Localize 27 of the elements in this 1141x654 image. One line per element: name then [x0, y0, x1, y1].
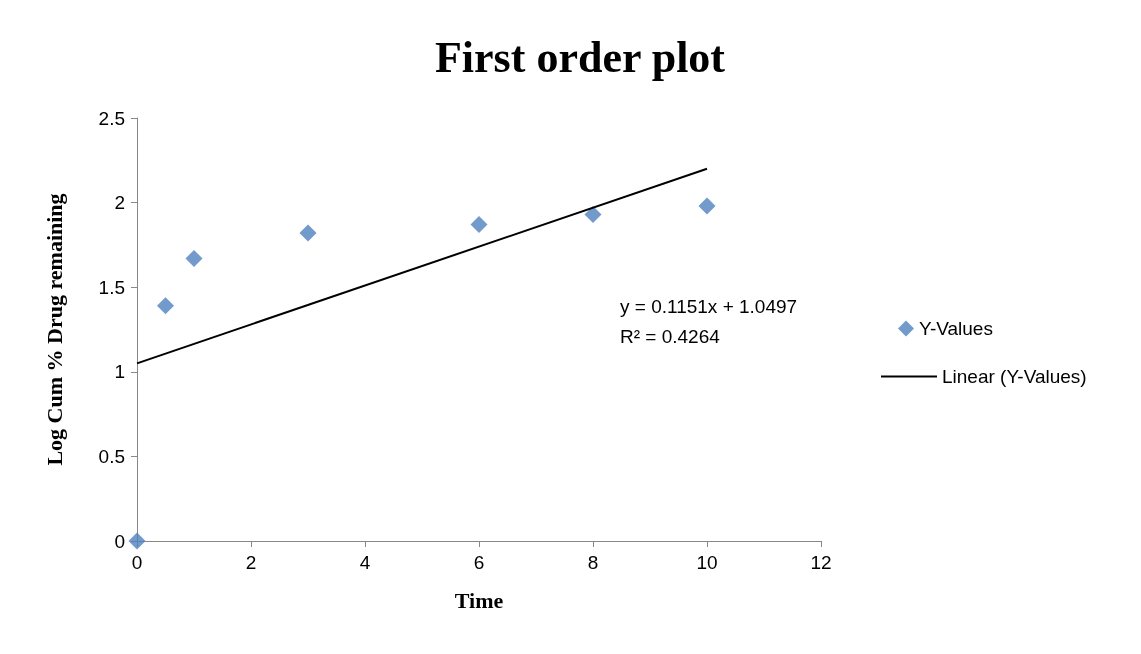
x-tick-label: 12 [810, 552, 832, 573]
x-tick-label: 10 [696, 552, 718, 573]
y-tick-label: 2 [114, 192, 125, 214]
y-tick-label: 0.5 [98, 445, 125, 467]
legend-label: Y-Values [919, 318, 993, 339]
point [584, 205, 602, 223]
x-tick-label: 0 [131, 552, 143, 573]
legend-label: Linear (Y-Values) [942, 366, 1087, 387]
annotation: y = 0.1151x + 1.0497 [620, 296, 798, 317]
x-tick-label: 6 [473, 552, 485, 573]
y-tick-label: 1 [114, 361, 125, 383]
point [157, 297, 174, 315]
x-tick-label: 8 [587, 552, 599, 573]
x-tick-label: 2 [245, 552, 257, 573]
point [470, 216, 488, 234]
y-tick-label: 0 [114, 530, 125, 552]
point [128, 532, 146, 550]
point [698, 197, 716, 215]
x-axis-title: Time [454, 587, 504, 613]
point [299, 224, 317, 242]
y-tick-label: 1.5 [98, 276, 125, 298]
point [185, 249, 203, 267]
y-tick-label: 2.5 [98, 107, 125, 129]
annotation: R² = 0.4264 [619, 326, 721, 347]
x-tick-label: 4 [359, 552, 371, 573]
chart-title: First order plot [434, 32, 726, 82]
y-axis-title: Log Cum % Drug remaining [41, 193, 67, 466]
